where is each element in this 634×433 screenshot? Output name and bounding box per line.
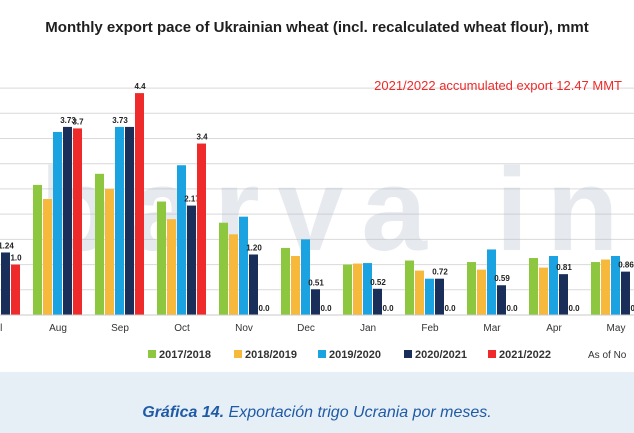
bar [187, 205, 196, 315]
legend-label: 2021/2022 [499, 349, 551, 361]
data-label: 0.0 [506, 304, 518, 313]
bar [621, 271, 630, 315]
bar [405, 260, 414, 315]
bar [601, 259, 610, 315]
data-label: 0.52 [370, 278, 386, 287]
legend-swatch [234, 350, 242, 358]
data-label: 3.4 [196, 133, 208, 142]
bar [343, 264, 352, 315]
x-tick-label: Sep [111, 323, 129, 334]
data-label: 3.73 [112, 116, 128, 125]
data-label: 3.7 [72, 117, 84, 126]
x-tick-label: May [607, 323, 626, 334]
bar [611, 256, 620, 315]
x-tick-label: Jan [360, 323, 376, 334]
data-label: 0.86 [618, 261, 634, 270]
data-label: 3.73 [60, 116, 76, 125]
bar [239, 216, 248, 315]
x-tick-label: Aug [49, 323, 67, 334]
bar [591, 262, 600, 315]
bar [115, 126, 124, 315]
bar [229, 234, 238, 315]
bar [415, 270, 424, 315]
data-label: 0.0 [382, 304, 394, 313]
data-label: 0.81 [556, 263, 572, 272]
data-label: 0.51 [308, 278, 324, 287]
data-label: 0.0 [568, 304, 580, 313]
bar [539, 267, 548, 315]
bar [281, 247, 290, 315]
data-label: 4.4 [134, 82, 146, 91]
bar [219, 222, 228, 315]
x-tick-label: Feb [421, 323, 439, 334]
bar [559, 274, 568, 315]
bar [353, 263, 362, 315]
bar [105, 188, 114, 315]
bar [373, 288, 382, 315]
bar [311, 289, 320, 315]
bar [1, 252, 10, 315]
x-tick-label: Oct [174, 323, 190, 334]
x-tick-label: Apr [546, 323, 562, 334]
data-label: 0.59 [494, 274, 510, 283]
figure-caption: Gráfica 14. Exportación trigo Ucrania po… [0, 404, 634, 422]
legend-label: 2018/2019 [245, 349, 297, 361]
bar [167, 219, 176, 315]
data-label: 0.0 [320, 304, 332, 313]
bar [363, 263, 372, 315]
x-tick-label: Mar [483, 323, 501, 334]
legend-swatch [404, 350, 412, 358]
legend-label: 2019/2020 [329, 349, 381, 361]
bar [125, 126, 134, 315]
legend-label: 2020/2021 [415, 349, 467, 361]
bar [529, 258, 538, 315]
bar [11, 264, 20, 315]
bar [63, 126, 72, 315]
data-label: 0.0 [444, 304, 456, 313]
x-tick-label: Jul [0, 323, 2, 334]
chart-title: Monthly export pace of Ukrainian wheat (… [45, 19, 588, 36]
x-tick-label: Dec [297, 323, 315, 334]
data-label: 1.0 [10, 254, 22, 263]
chart-panel: Monthly export pace of Ukrainian wheat (… [0, 0, 634, 372]
legend-label: 2017/2018 [159, 349, 211, 361]
bar [435, 278, 444, 315]
bar [197, 143, 206, 315]
as-of-note: As of No [588, 350, 627, 361]
data-label: 1.24 [0, 241, 14, 250]
legend-swatch [318, 350, 326, 358]
caption-lead: Gráfica 14. [142, 404, 225, 421]
bar [53, 131, 62, 315]
accumulated-export-annotation: 2021/2022 accumulated export 12.47 MMT [374, 78, 622, 93]
bar [549, 256, 558, 315]
legend-swatch [148, 350, 156, 358]
bar [95, 173, 104, 315]
bar [249, 254, 258, 315]
bar [497, 285, 506, 315]
bar [467, 262, 476, 315]
bar [33, 184, 42, 315]
data-label: 1.20 [246, 243, 262, 252]
bar [301, 239, 310, 315]
bar [487, 249, 496, 315]
data-label: 0.0 [258, 304, 270, 313]
bar [477, 269, 486, 315]
bar [177, 165, 186, 315]
export-chart: Monthly export pace of Ukrainian wheat (… [0, 19, 634, 361]
bar [157, 201, 166, 315]
data-label: 0.0 [630, 304, 634, 313]
legend-swatch [488, 350, 496, 358]
caption-text: Exportación trigo Ucrania por meses. [224, 404, 492, 421]
bar [73, 128, 82, 315]
bar [135, 93, 144, 316]
data-label: 2.17 [184, 195, 200, 204]
x-tick-label: Nov [235, 323, 253, 334]
bar [425, 278, 434, 315]
bar [291, 256, 300, 315]
data-label: 0.72 [432, 268, 448, 277]
bar [43, 199, 52, 315]
